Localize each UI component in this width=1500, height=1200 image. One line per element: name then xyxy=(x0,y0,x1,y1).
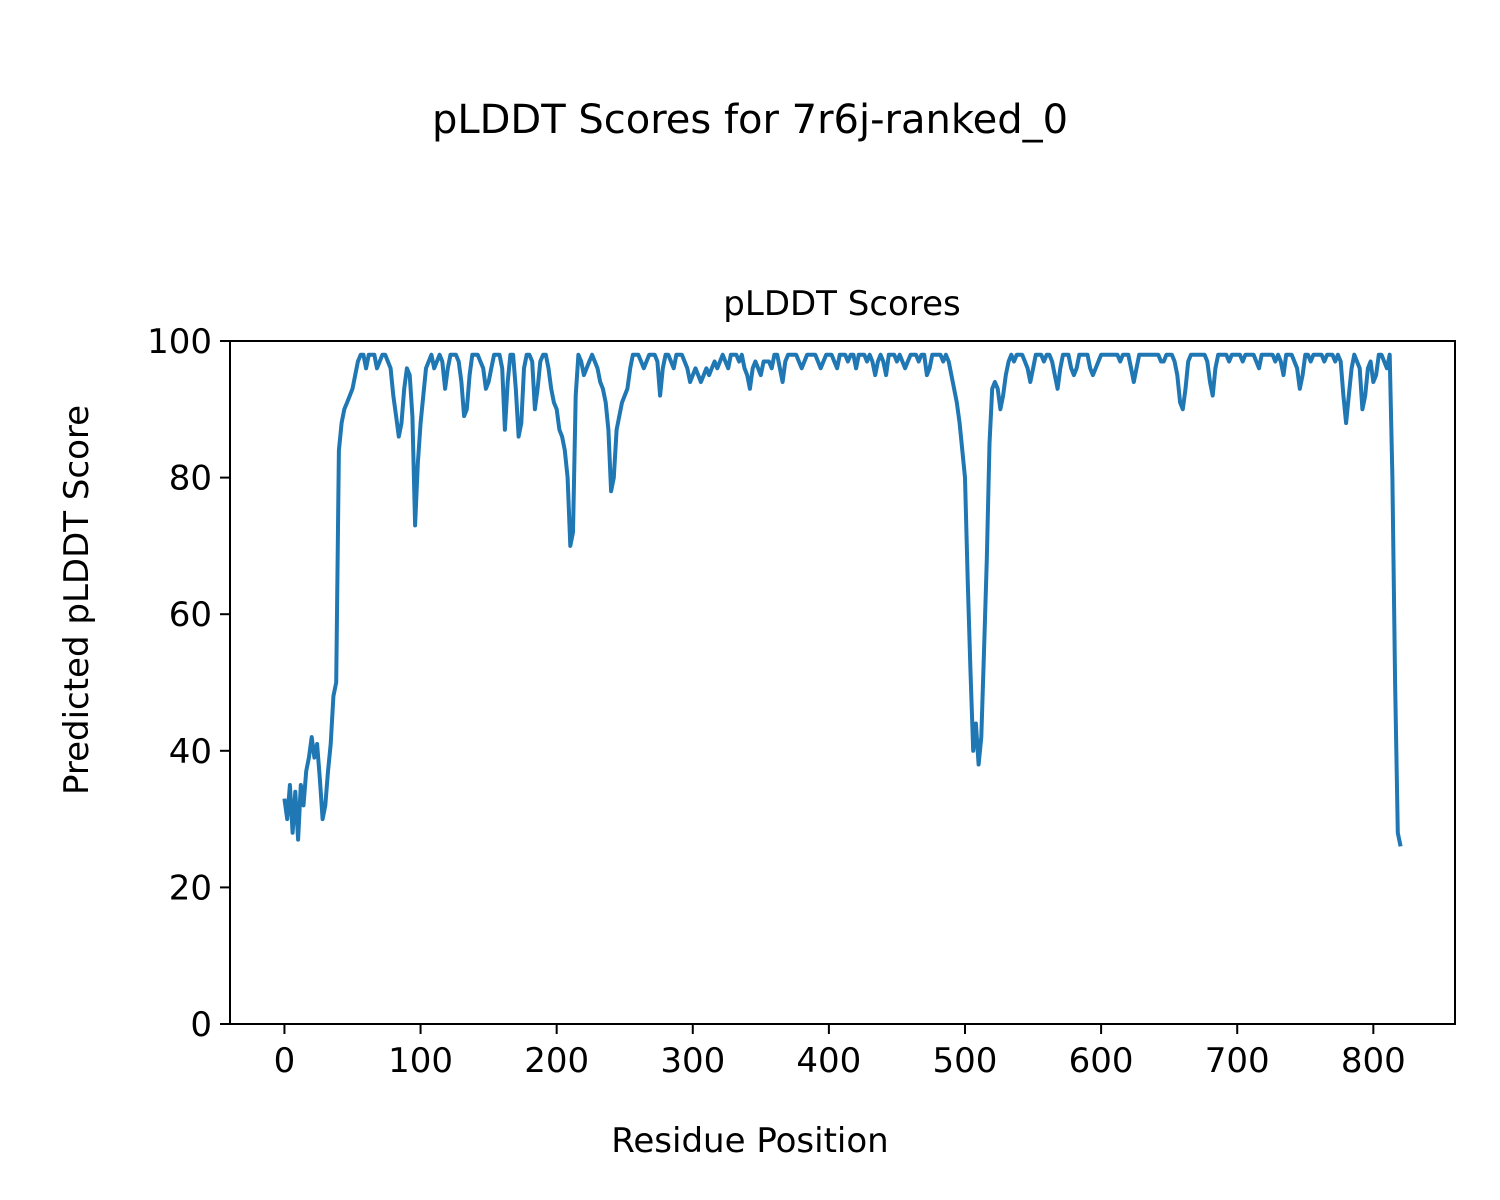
figure-suptitle: pLDDT Scores for 7r6j-ranked_0 xyxy=(432,97,1068,143)
x-axis-label: Residue Position xyxy=(611,1121,888,1161)
x-tick-label: 600 xyxy=(1069,1041,1134,1081)
y-tick-label: 60 xyxy=(169,595,212,635)
chart-title: pLDDT Scores xyxy=(723,284,960,324)
x-tick-label: 500 xyxy=(933,1041,998,1081)
y-tick-label: 40 xyxy=(169,732,212,772)
y-axis-ticks: 0 20 40 60 80 100 xyxy=(147,322,230,1045)
x-tick-label: 0 xyxy=(274,1041,296,1081)
y-tick-label: 0 xyxy=(190,1005,212,1045)
x-tick-label: 700 xyxy=(1205,1041,1270,1081)
plddt-line xyxy=(282,352,1403,847)
x-axis-ticks: 0 100 200 300 400 500 600 700 800 xyxy=(274,1024,1406,1081)
y-tick-label: 20 xyxy=(169,868,212,908)
x-tick-label: 100 xyxy=(388,1041,453,1081)
x-tick-label: 400 xyxy=(796,1041,861,1081)
y-tick-label: 100 xyxy=(147,322,212,362)
y-axis-label: Predicted pLDDT Score xyxy=(57,405,97,795)
y-tick-label: 80 xyxy=(169,459,212,499)
x-tick-label: 200 xyxy=(524,1041,589,1081)
x-tick-label: 800 xyxy=(1341,1041,1406,1081)
x-tick-label: 300 xyxy=(660,1041,725,1081)
plot-frame xyxy=(229,340,1456,1025)
